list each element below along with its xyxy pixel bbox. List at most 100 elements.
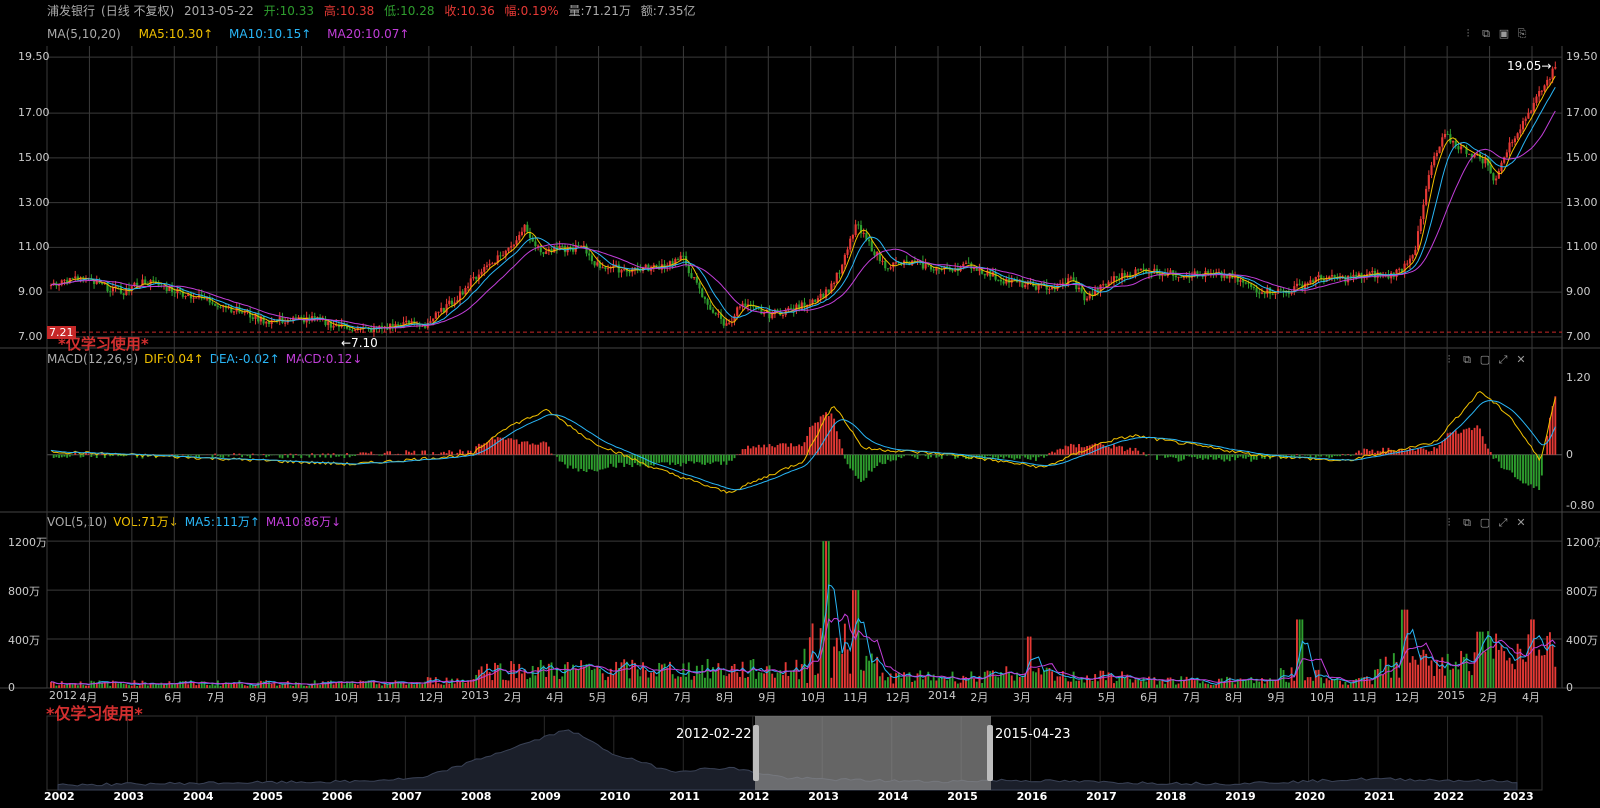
navigator-year-label: 2009: [530, 790, 561, 803]
copy-icon[interactable]: ⧉: [1463, 353, 1471, 366]
candle-body: [1263, 292, 1266, 294]
candle-body: [1223, 274, 1226, 278]
y-tick-label: 17.00: [18, 106, 50, 120]
volume-bar: [488, 672, 491, 688]
save-icon[interactable]: ▣: [1498, 27, 1510, 40]
volume-bar: [114, 681, 117, 688]
volume-bar: [297, 682, 300, 688]
volume-bar: [1519, 648, 1522, 688]
macd-y-tick-label: -0.80: [1566, 498, 1595, 512]
volume-bar: [669, 661, 671, 688]
volume-bar: [886, 677, 889, 688]
volume-bar: [800, 664, 803, 688]
x-tick-label: 2014: [928, 689, 956, 702]
candle-body: [601, 267, 604, 269]
volume-bar: [60, 681, 63, 688]
navigator-left-handle[interactable]: [753, 725, 759, 781]
maximize-icon[interactable]: ▢: [1479, 353, 1491, 366]
copy-icon[interactable]: ⧉: [1482, 27, 1490, 40]
volume-bar: [130, 685, 133, 688]
ma-indicator-label[interactable]: MA(5,10,20): [47, 27, 121, 41]
expand-icon[interactable]: ⤢: [1498, 516, 1508, 529]
navigator-selection-window[interactable]: [755, 716, 991, 790]
candle-body: [189, 293, 193, 299]
volume-bar: [1201, 681, 1204, 688]
candle-body: [208, 298, 211, 303]
copy-icon[interactable]: ⧉: [1463, 516, 1471, 529]
volume-bar: [1497, 649, 1500, 688]
settings-icon[interactable]: ⫶: [1466, 27, 1470, 40]
volume-bar: [682, 663, 685, 688]
candle-body: [636, 267, 639, 269]
volume-bar: [878, 676, 881, 688]
candle-body: [1255, 287, 1258, 293]
close-icon[interactable]: ✕: [1516, 353, 1526, 366]
volume-bar: [1123, 677, 1126, 688]
navigator-year-label: 2023: [1503, 790, 1534, 803]
export-icon[interactable]: ⎘: [1517, 27, 1527, 40]
volume-bar: [531, 665, 534, 688]
volume-bar: [1231, 681, 1234, 688]
volume-bar: [1368, 679, 1371, 688]
close-icon[interactable]: ✕: [1516, 516, 1526, 529]
candle-body: [1239, 280, 1242, 282]
volume-bar: [95, 682, 98, 688]
volume-bar: [475, 674, 478, 688]
candle-body: [550, 249, 553, 253]
candle-body: [1120, 273, 1124, 280]
volume-bar: [146, 685, 149, 688]
settings-icon[interactable]: ⫶: [1447, 353, 1451, 366]
navigator-right-handle[interactable]: [987, 725, 993, 781]
candle-body: [1085, 298, 1089, 301]
candle-body: [405, 320, 408, 323]
x-tick-label: 7月: [1182, 691, 1201, 704]
vol-y-tick-label: 400万: [1566, 634, 1598, 648]
x-tick-label: 6月: [631, 691, 649, 704]
volume-bar: [1000, 672, 1002, 688]
candle-body: [1139, 268, 1142, 271]
settings-icon[interactable]: ⫶: [1447, 516, 1451, 529]
expand-icon[interactable]: ⤢: [1498, 353, 1508, 366]
x-tick-label: 9月: [758, 691, 777, 704]
volume-bar: [1414, 659, 1417, 688]
candle-body: [469, 278, 472, 287]
candle-body: [262, 316, 265, 324]
macd-indicator-label[interactable]: MACD(12,26,9): [47, 352, 139, 366]
volume-bar: [671, 674, 674, 688]
volume-bar: [1454, 661, 1457, 688]
volume-bar: [461, 679, 464, 688]
volume-bar: [464, 682, 467, 688]
vol-indicator-label[interactable]: VOL(5,10): [47, 515, 108, 529]
volume-bar: [1226, 676, 1228, 688]
volume-bar: [916, 673, 919, 688]
volume-bar: [224, 682, 227, 688]
volume-bar: [617, 668, 620, 688]
volume-bar: [795, 659, 798, 688]
maximize-icon[interactable]: ▢: [1479, 516, 1491, 529]
candle-body: [558, 245, 561, 251]
volume-bar: [375, 684, 378, 688]
candle-body: [1457, 146, 1460, 150]
volume-bar: [397, 681, 400, 688]
volume-bar: [994, 676, 997, 688]
candle-body: [1309, 280, 1312, 284]
volume-bar: [504, 680, 507, 688]
volume-bar: [1258, 681, 1261, 688]
candle-body: [1225, 274, 1229, 279]
volume-bar: [1002, 674, 1005, 688]
candle-body: [49, 285, 53, 287]
volume-bar: [1530, 619, 1533, 688]
candle-body: [905, 260, 908, 262]
volume-bar: [335, 681, 338, 688]
volume-bar: [399, 682, 402, 688]
candle-body: [962, 263, 965, 267]
volume-bar: [599, 669, 601, 688]
volume-bar: [1053, 680, 1056, 688]
candle-body: [1470, 153, 1473, 158]
volume-bar: [442, 684, 445, 688]
candle-body: [477, 274, 480, 280]
volume-bar: [553, 675, 556, 688]
volume-bar: [687, 662, 690, 688]
volume-bar: [663, 663, 666, 688]
